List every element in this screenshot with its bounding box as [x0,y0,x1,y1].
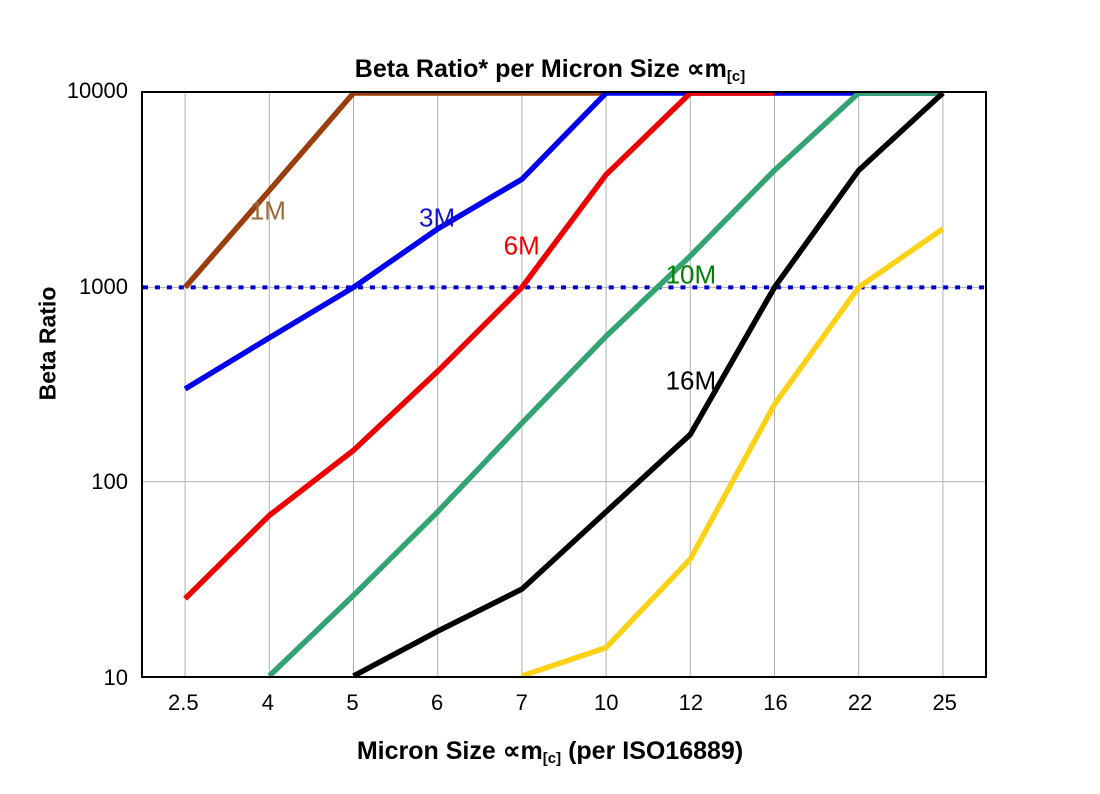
chart-title-main: Beta Ratio* per Micron Size ∝m [354,55,727,83]
x-axis-title: Micron Size ∝m[c] (per ISO16889) [0,736,1100,767]
x-tick-16: 16 [763,690,788,715]
y-tick-1000: 1000 [79,273,128,299]
series-line-16M [352,93,945,676]
x-tick-22: 22 [847,690,873,715]
series-label-1M: 1M [249,195,286,226]
y-tick-100: 100 [91,469,128,495]
x-axis-title-tail: (per ISO16889) [561,737,744,765]
chart-title-subscript: [c] [726,68,746,85]
series-label-10M: 10M [665,259,717,290]
x-axis-title-subscript: [c] [542,750,562,767]
x-tick-6: 6 [430,690,444,715]
series-line-6M [183,93,775,601]
gridlines [143,93,985,676]
x-tick-25: 25 [932,690,957,715]
series-line-3M [183,93,943,392]
series-label-16M: 16M [665,365,717,396]
chart-title: Beta Ratio* per Micron Size ∝m[c] [0,54,1100,85]
series-line-10M [267,93,943,676]
series-line-25M [521,226,945,676]
x-tick-5: 5 [346,690,359,715]
series-lines [183,93,945,676]
y-tick-10: 10 [103,665,128,690]
x-axis-title-main: Micron Size ∝m [356,737,543,765]
x-axis-tick-labels: 2.5 4 5 6 7 10 12 16 22 25 [0,690,1100,730]
y-axis-title: Beta Ratio [34,286,61,401]
series-label-3M: 3M [419,202,456,233]
x-tick-7: 7 [515,690,528,715]
series-line-1M [183,93,607,290]
x-tick-4: 4 [261,690,275,715]
x-tick-10: 10 [594,690,619,715]
x-tick-12: 12 [678,690,704,715]
series-label-6M: 6M [503,230,540,261]
x-tick-2.5: 2.5 [168,690,199,715]
plot-area [141,91,987,678]
reference-line-layer [143,285,985,290]
